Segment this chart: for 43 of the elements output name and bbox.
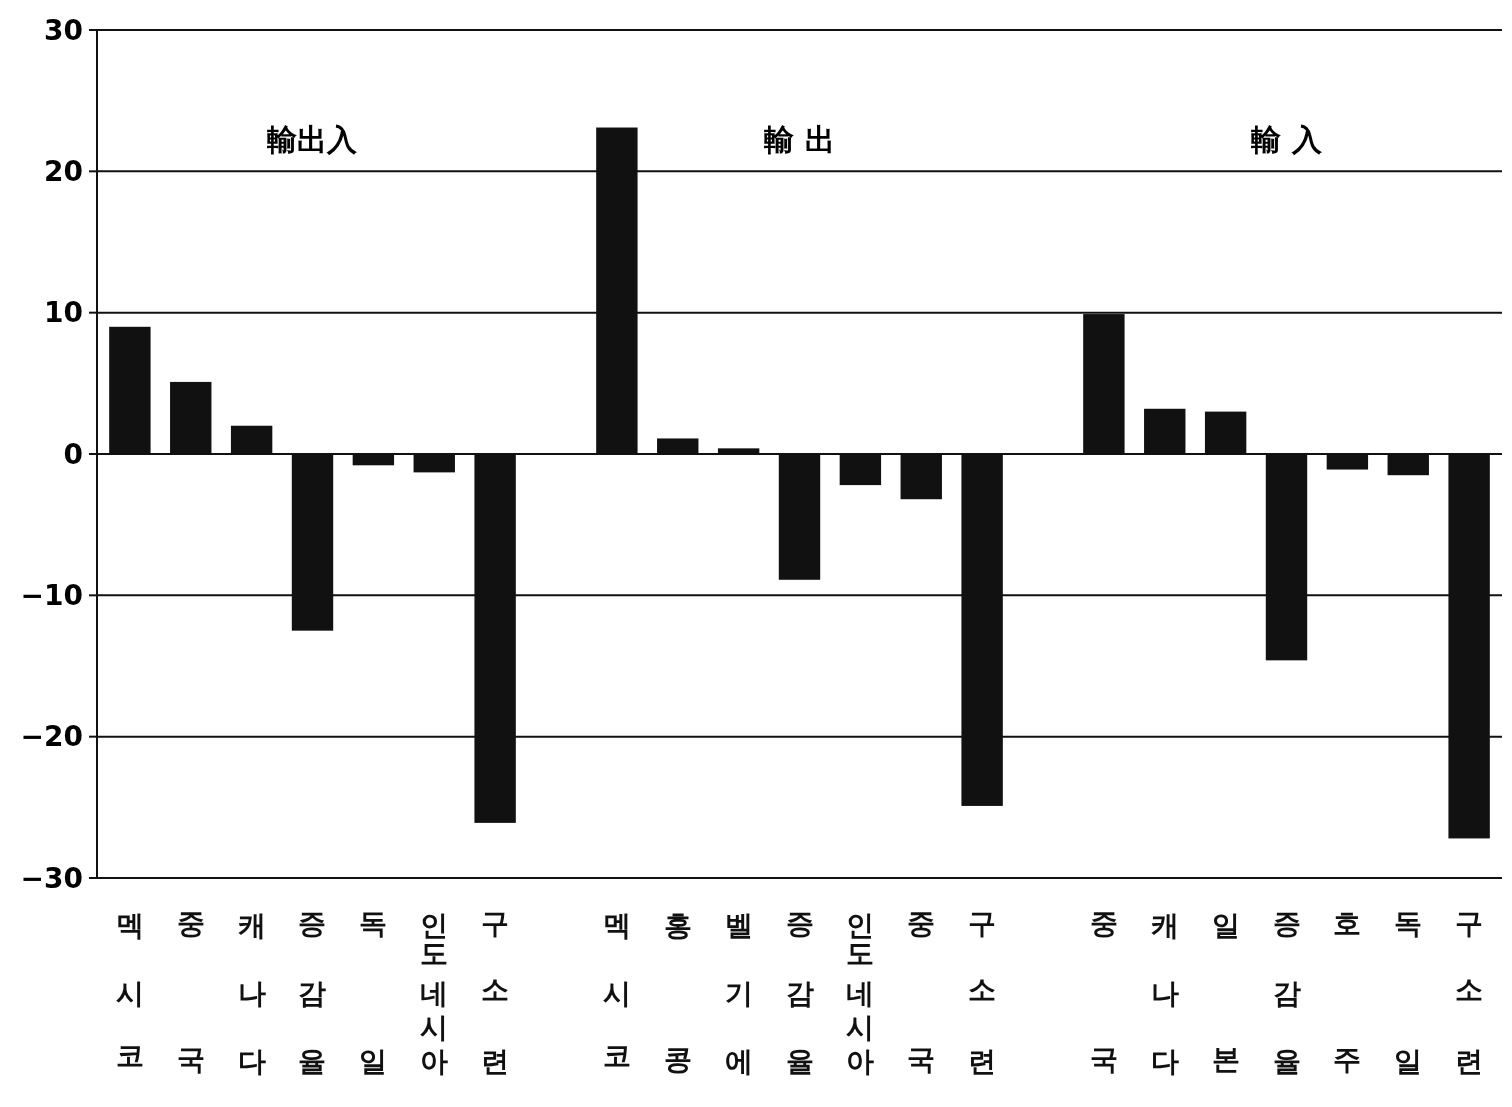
- bar: [900, 454, 942, 500]
- x-tick-label: 일본: [1209, 892, 1243, 1082]
- bar: [839, 454, 882, 486]
- bar: [230, 425, 273, 454]
- y-tick-label: −30: [20, 861, 83, 895]
- bar: [413, 454, 455, 473]
- x-tick-label: 구소련: [478, 892, 512, 1082]
- x-tick-label: 증감율: [1270, 892, 1303, 1082]
- y-tick-label: −10: [20, 579, 83, 613]
- y-tick-label: −20: [20, 720, 83, 754]
- x-tick-label: 홍콩: [661, 892, 695, 1082]
- x-tick-label: 멕시코: [600, 892, 634, 1082]
- x-tick-label: 증감율: [783, 892, 816, 1082]
- y-tick-label: 10: [44, 296, 83, 330]
- annotation: 輸 入: [1250, 122, 1323, 158]
- y-tick-label: 30: [44, 13, 83, 47]
- x-tick-label: 멕시코: [113, 892, 147, 1082]
- annotation: 輸 出: [763, 122, 835, 158]
- y-tick-label: 0: [63, 437, 83, 471]
- x-tick-label: 증감율: [296, 892, 329, 1082]
- x-tick-label: 구소련: [965, 892, 999, 1082]
- bar: [778, 454, 821, 580]
- y-tick-label: 20: [44, 155, 83, 189]
- x-tick-label: 중국: [174, 892, 208, 1082]
- x-tick-label: 인도네시아: [843, 892, 877, 1082]
- x-tick-label: 구소련: [1452, 892, 1486, 1082]
- x-tick-label: 독일: [1391, 892, 1425, 1082]
- bar: [1144, 408, 1186, 454]
- bar: [1387, 454, 1429, 476]
- x-tick-label: 중국: [1087, 892, 1121, 1082]
- annotation: 輸出入: [266, 122, 359, 158]
- bar: [1326, 454, 1369, 470]
- x-tick-label: 벨기에: [722, 892, 756, 1082]
- x-tick-label: 캐나다: [235, 892, 269, 1082]
- x-tick-label: 인도네시아: [417, 892, 451, 1082]
- bar: [170, 381, 212, 454]
- x-tick-label: 호주: [1330, 892, 1364, 1082]
- bar: [657, 438, 699, 454]
- bar: [109, 326, 151, 454]
- x-tick-label: 중국: [904, 892, 938, 1082]
- x-tick-label: 독일: [356, 892, 390, 1082]
- bar: [1204, 411, 1247, 454]
- x-tick-label: 캐나다: [1148, 892, 1182, 1082]
